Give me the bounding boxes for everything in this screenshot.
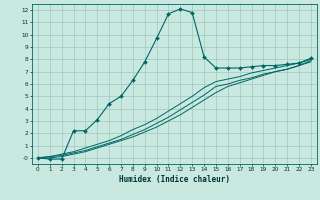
X-axis label: Humidex (Indice chaleur): Humidex (Indice chaleur): [119, 175, 230, 184]
